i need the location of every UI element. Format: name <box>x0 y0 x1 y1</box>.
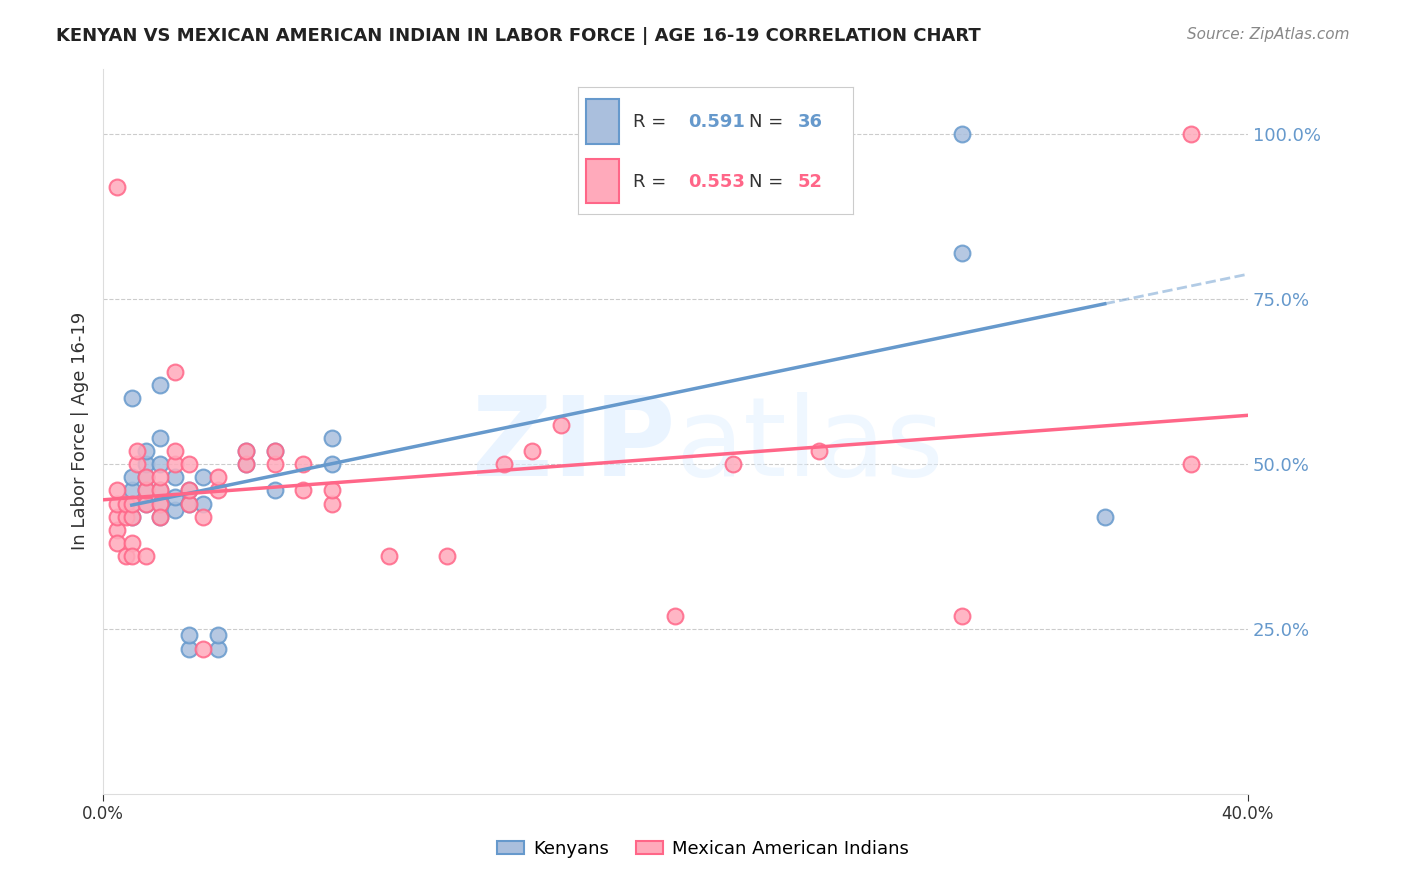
Point <box>950 608 973 623</box>
Point <box>149 483 172 498</box>
Point <box>721 457 744 471</box>
Point <box>193 509 215 524</box>
Point <box>436 549 458 564</box>
Point <box>121 497 143 511</box>
Point <box>321 431 343 445</box>
Point <box>135 483 157 498</box>
Point <box>950 246 973 260</box>
Point <box>492 457 515 471</box>
Point <box>149 378 172 392</box>
Point <box>149 470 172 484</box>
Point <box>321 483 343 498</box>
Legend: Kenyans, Mexican American Indians: Kenyans, Mexican American Indians <box>489 833 917 865</box>
Point <box>177 457 200 471</box>
Point <box>263 457 285 471</box>
Point <box>135 470 157 484</box>
Point <box>163 457 186 471</box>
Point <box>149 497 172 511</box>
Point <box>115 497 138 511</box>
Point <box>107 509 129 524</box>
Point <box>193 470 215 484</box>
Point <box>177 497 200 511</box>
Point <box>121 509 143 524</box>
Point <box>207 628 229 642</box>
Text: Source: ZipAtlas.com: Source: ZipAtlas.com <box>1187 27 1350 42</box>
Point <box>193 497 215 511</box>
Point <box>664 608 686 623</box>
Point <box>135 457 157 471</box>
Point <box>121 470 143 484</box>
Point <box>135 497 157 511</box>
Point <box>235 443 257 458</box>
Point <box>163 490 186 504</box>
Point <box>807 443 830 458</box>
Point <box>177 483 200 498</box>
Point <box>149 497 172 511</box>
Point <box>115 549 138 564</box>
Point <box>263 443 285 458</box>
Point <box>121 483 143 498</box>
Point <box>149 431 172 445</box>
Point <box>121 549 143 564</box>
Point <box>121 509 143 524</box>
Point <box>135 497 157 511</box>
Point <box>149 483 172 498</box>
Point <box>121 497 143 511</box>
Point <box>177 483 200 498</box>
Point <box>235 457 257 471</box>
Point <box>127 443 149 458</box>
Point <box>135 549 157 564</box>
Point <box>263 443 285 458</box>
Text: ZIP: ZIP <box>472 392 675 500</box>
Point <box>135 443 157 458</box>
Point <box>177 628 200 642</box>
Point <box>149 509 172 524</box>
Point <box>193 641 215 656</box>
Point <box>177 641 200 656</box>
Point <box>115 509 138 524</box>
Point <box>163 443 186 458</box>
Point <box>127 457 149 471</box>
Point <box>550 417 572 432</box>
Point <box>207 641 229 656</box>
Point <box>107 523 129 537</box>
Point <box>522 443 544 458</box>
Point <box>207 470 229 484</box>
Text: KENYAN VS MEXICAN AMERICAN INDIAN IN LABOR FORCE | AGE 16-19 CORRELATION CHART: KENYAN VS MEXICAN AMERICAN INDIAN IN LAB… <box>56 27 981 45</box>
Point <box>107 180 129 194</box>
Point <box>107 497 129 511</box>
Point <box>378 549 401 564</box>
Point <box>163 365 186 379</box>
Point <box>135 483 157 498</box>
Point <box>177 497 200 511</box>
Point <box>292 457 315 471</box>
Text: atlas: atlas <box>675 392 943 500</box>
Point <box>163 470 186 484</box>
Point <box>163 503 186 517</box>
Point <box>1180 128 1202 142</box>
Point <box>149 457 172 471</box>
Point <box>235 457 257 471</box>
Point <box>263 483 285 498</box>
Point <box>107 536 129 550</box>
Point <box>135 470 157 484</box>
Point <box>292 483 315 498</box>
Point <box>321 457 343 471</box>
Point <box>121 536 143 550</box>
Y-axis label: In Labor Force | Age 16-19: In Labor Force | Age 16-19 <box>72 312 89 550</box>
Point <box>149 509 172 524</box>
Point <box>235 443 257 458</box>
Point <box>1094 509 1116 524</box>
Point <box>1180 457 1202 471</box>
Point <box>950 128 973 142</box>
Point <box>121 391 143 405</box>
Point <box>207 483 229 498</box>
Point <box>321 497 343 511</box>
Point <box>107 483 129 498</box>
